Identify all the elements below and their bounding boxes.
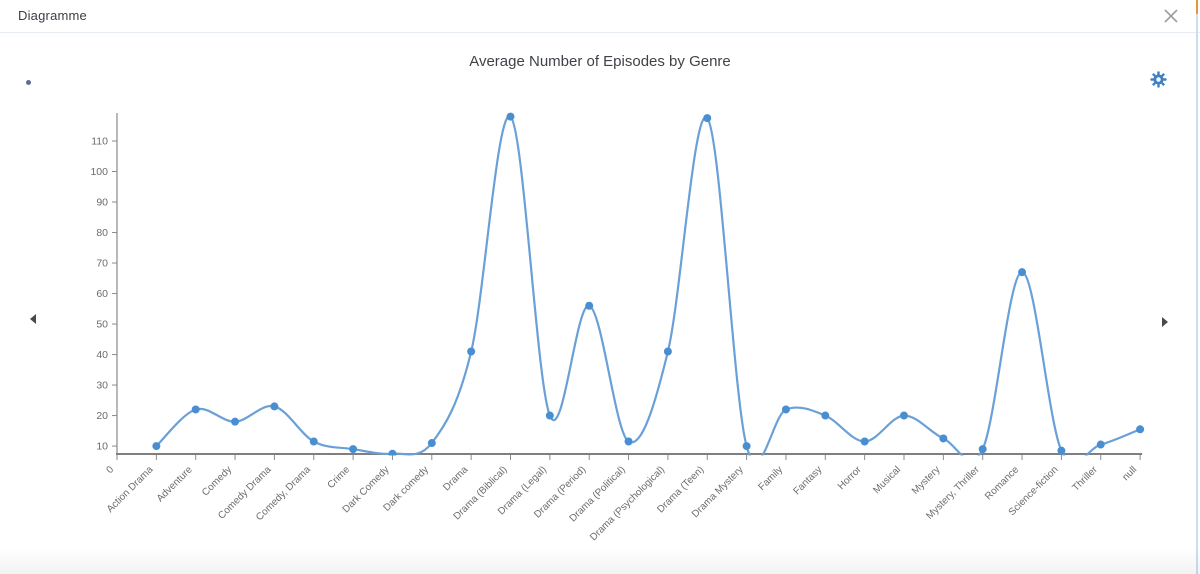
data-point[interactable] — [1057, 446, 1066, 455]
data-point[interactable] — [821, 411, 830, 420]
x-tick-label: null — [1120, 464, 1139, 483]
carousel-page-dot[interactable] — [26, 80, 31, 85]
data-point[interactable] — [231, 417, 240, 426]
dialog-bottom-shadow — [0, 548, 1200, 574]
y-tick-label: 10 — [96, 441, 108, 453]
y-tick-label: 70 — [96, 258, 108, 270]
x-tick-label: Fantasy — [791, 464, 824, 497]
data-point[interactable] — [860, 437, 869, 446]
data-point[interactable] — [781, 405, 790, 414]
header-divider — [0, 32, 1200, 33]
adjacent-panel-edge — [1196, 0, 1198, 574]
carousel-next-arrow[interactable] — [1162, 317, 1168, 327]
x-tick-label: Horror — [836, 464, 864, 492]
y-tick-label: 60 — [96, 288, 108, 300]
gear-icon — [1150, 71, 1167, 88]
x-tick-label: Family — [756, 464, 785, 493]
series-line — [155, 115, 1142, 456]
x-tick-label: Drama — [441, 464, 470, 493]
data-point[interactable] — [1136, 425, 1145, 434]
data-point[interactable] — [309, 437, 318, 446]
y-tick-label: 100 — [90, 166, 108, 178]
x-tick-label: Musical — [871, 464, 903, 496]
data-point[interactable] — [388, 449, 397, 458]
x-tick-label: Drama (Psychological) — [588, 464, 667, 543]
data-point[interactable] — [152, 442, 161, 451]
data-point[interactable] — [663, 347, 672, 356]
close-icon — [1164, 9, 1178, 23]
series-points — [152, 112, 1145, 458]
adjacent-panel-edge-accent — [1196, 0, 1198, 14]
data-point[interactable] — [624, 437, 633, 446]
x-tick-label: Thriller — [1070, 464, 1100, 494]
x-tick-label: Comedy — [200, 464, 234, 498]
data-point[interactable] — [900, 411, 908, 420]
data-point[interactable] — [506, 112, 515, 121]
data-point[interactable] — [978, 445, 987, 454]
data-point[interactable] — [270, 402, 279, 411]
data-point[interactable] — [1018, 268, 1027, 277]
y-tick-label: 20 — [96, 410, 108, 422]
data-point[interactable] — [427, 439, 436, 448]
y-axis: 10 20 30 40 50 60 70 80 90 100 110 — [90, 136, 117, 453]
y-tick-label: 90 — [96, 197, 108, 209]
data-point[interactable] — [467, 347, 476, 356]
data-point[interactable] — [1096, 440, 1105, 449]
x-tick-label: 0 — [104, 464, 116, 476]
close-button[interactable] — [1162, 7, 1180, 25]
dialog-title: Diagramme — [18, 8, 87, 23]
carousel-prev-arrow[interactable] — [30, 314, 36, 324]
data-point[interactable] — [939, 434, 948, 443]
data-point[interactable] — [191, 405, 200, 414]
x-tick-label: Mystery — [910, 464, 943, 497]
y-tick-label: 80 — [96, 227, 108, 239]
y-tick-label: 30 — [96, 380, 108, 392]
dialog-header: Diagramme — [0, 0, 1200, 32]
chart-settings-button[interactable] — [1150, 71, 1167, 88]
data-point[interactable] — [545, 411, 554, 420]
data-point[interactable] — [585, 301, 594, 310]
x-tick-label: Crime — [326, 464, 353, 491]
y-tick-label: 50 — [96, 319, 108, 331]
data-point[interactable] — [349, 445, 358, 454]
chart-title: Average Number of Episodes by Genre — [469, 53, 731, 70]
y-tick-label: 40 — [96, 349, 108, 361]
x-tick-label: Adventure — [155, 464, 195, 504]
y-tick-label: 110 — [91, 136, 108, 148]
data-point[interactable] — [742, 442, 751, 451]
data-point[interactable] — [703, 114, 712, 123]
x-tick-label: Romance — [983, 464, 1021, 502]
